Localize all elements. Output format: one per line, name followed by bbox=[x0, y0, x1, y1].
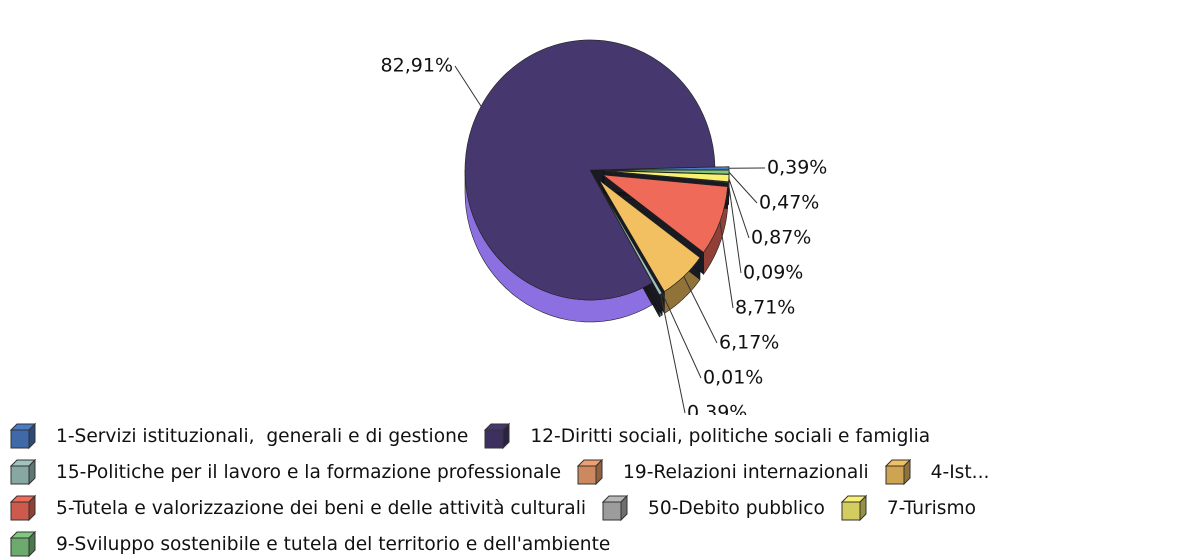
swatch-front bbox=[885, 465, 905, 485]
legend-swatch bbox=[840, 494, 868, 522]
legend-swatch bbox=[484, 422, 511, 450]
leader-line bbox=[719, 221, 734, 309]
swatch-front bbox=[577, 465, 597, 485]
swatch-front bbox=[10, 501, 30, 521]
data-label: 0,01% bbox=[703, 366, 763, 388]
swatch-front bbox=[10, 465, 30, 485]
legend-label: 1-Servizi istituzionali, generali e di g… bbox=[56, 425, 469, 447]
legend-label: 9-Sviluppo sostenibile e tutela del terr… bbox=[56, 533, 611, 555]
leader-line bbox=[727, 182, 742, 274]
legend-swatch bbox=[9, 458, 37, 486]
legend-item: 9-Sviluppo sostenibile e tutela del terr… bbox=[8, 526, 610, 560]
legend-item: 12-Diritti sociali, politiche sociali e … bbox=[482, 418, 930, 454]
legend-label: 12-Diritti sociali, politiche sociali e … bbox=[530, 425, 931, 447]
swatch-front bbox=[10, 429, 30, 449]
legend-swatch bbox=[601, 494, 629, 522]
legend-item: 4-Ist... bbox=[883, 454, 990, 490]
legend-label: 7-Turismo bbox=[886, 497, 976, 519]
swatch-front bbox=[841, 501, 861, 521]
legend-label: 4-Ist... bbox=[930, 461, 990, 483]
leader-line bbox=[683, 276, 718, 344]
pie-tops bbox=[464, 39, 730, 301]
legend-swatch bbox=[884, 458, 911, 486]
data-label: 6,17% bbox=[719, 331, 779, 353]
swatch-front bbox=[602, 501, 622, 521]
leader-line bbox=[661, 292, 702, 379]
leader-line bbox=[454, 65, 482, 107]
data-label: 0,09% bbox=[743, 261, 803, 283]
data-label: 0,39% bbox=[767, 156, 827, 178]
data-label: 82,91% bbox=[381, 55, 453, 77]
data-label: 8,71% bbox=[735, 296, 795, 318]
legend-item: 7-Turismo bbox=[839, 490, 976, 526]
legend-swatch bbox=[9, 494, 37, 522]
legend-item: 5-Tutela e valorizzazione dei beni e del… bbox=[8, 490, 586, 526]
data-label: 0,47% bbox=[759, 191, 819, 213]
legend-swatch bbox=[576, 458, 604, 486]
leader-line bbox=[728, 171, 758, 204]
legend-swatch bbox=[9, 530, 37, 558]
leader-line bbox=[660, 293, 686, 414]
chart: 0,39% 82,91% 0,39% 0,01% 6,17% 8,71% 0,09% 0,87… bbox=[381, 39, 827, 423]
leader-line bbox=[728, 178, 750, 239]
legend-item: 19-Relazioni internazionali bbox=[575, 454, 869, 490]
legend: 1-Servizi istituzionali, generali e di g… bbox=[8, 418, 1198, 560]
legend-label: 5-Tutela e valorizzazione dei beni e del… bbox=[56, 497, 587, 519]
legend-label: 15-Politiche per il lavoro e la formazio… bbox=[56, 461, 562, 483]
data-label: 0,87% bbox=[751, 226, 811, 248]
data-label: 0,39% bbox=[687, 401, 747, 415]
legend-item: 1-Servizi istituzionali, generali e di g… bbox=[8, 418, 468, 454]
swatch-front bbox=[484, 429, 504, 449]
legend-item: 15-Politiche per il lavoro e la formazio… bbox=[8, 454, 561, 490]
legend-item: 50-Debito pubblico bbox=[600, 490, 825, 526]
legend-label: 50-Debito pubblico bbox=[648, 497, 825, 519]
legend-swatch bbox=[9, 422, 37, 450]
swatch-front bbox=[10, 537, 30, 557]
legend-label: 19-Relazioni internazionali bbox=[623, 461, 869, 483]
